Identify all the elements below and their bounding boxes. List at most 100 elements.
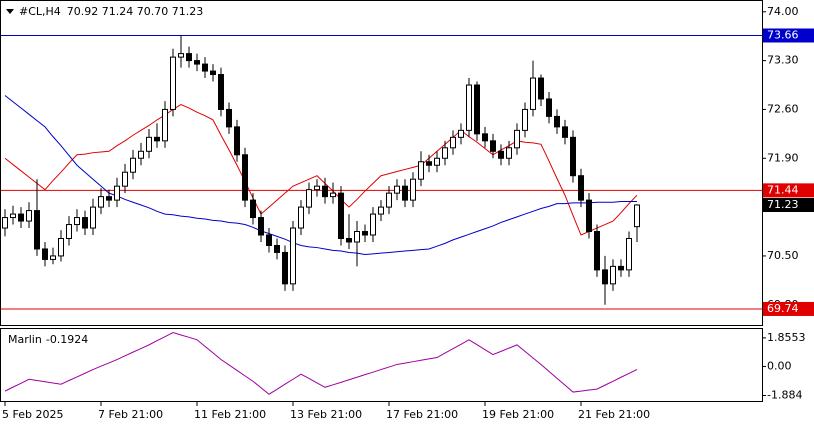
x-tick-label: 21 Feb 21:00 xyxy=(578,408,650,421)
candle-body xyxy=(354,231,360,243)
candle-body xyxy=(578,175,584,201)
candle-body xyxy=(258,217,264,236)
candle-body xyxy=(130,157,136,173)
candle-body xyxy=(146,136,152,152)
candle-body xyxy=(546,98,552,117)
indicator-panel xyxy=(0,328,763,402)
chart-header: #CL,H4 70.92 71.24 70.70 71.23 xyxy=(19,5,203,18)
candle-body xyxy=(362,231,368,236)
candle-body xyxy=(426,161,432,166)
last-price-label: 71.23 xyxy=(767,198,799,211)
candle-body xyxy=(314,185,320,191)
y-tick-label: 73.30 xyxy=(767,54,799,67)
candle-body xyxy=(634,204,640,228)
candle-body xyxy=(394,185,400,194)
y-tick-label: -1.884 xyxy=(767,389,802,402)
candle-body xyxy=(570,136,576,177)
candle-body xyxy=(274,244,280,253)
candle-body xyxy=(586,199,592,233)
main-panel xyxy=(0,0,763,326)
candle-body xyxy=(538,77,544,100)
candle-body xyxy=(418,161,424,180)
candle-body xyxy=(626,237,632,271)
candle-body xyxy=(202,63,208,72)
candle-body xyxy=(226,108,232,128)
y-tick-label: 70.50 xyxy=(767,249,799,262)
candle-body xyxy=(562,126,568,138)
candle-body xyxy=(98,196,104,208)
candle-body xyxy=(378,206,384,215)
candle-body xyxy=(186,53,192,62)
candle-body xyxy=(458,129,464,138)
candle-body xyxy=(410,178,416,201)
candle-body xyxy=(210,70,216,76)
candle-body xyxy=(306,189,312,208)
candle-body xyxy=(170,56,176,110)
x-tick-label: 13 Feb 21:00 xyxy=(290,408,362,421)
candle-body xyxy=(138,150,144,159)
candle-body xyxy=(194,60,200,65)
moving-average xyxy=(4,103,638,236)
candle-body xyxy=(618,265,624,271)
candle-body xyxy=(522,108,528,131)
candle-body xyxy=(338,192,344,239)
candle-body xyxy=(2,217,8,229)
candle-body xyxy=(106,196,112,201)
candle-body xyxy=(250,199,256,219)
level-box xyxy=(763,183,814,198)
candle-body xyxy=(346,237,352,243)
candle-body xyxy=(282,251,288,285)
candle-body xyxy=(402,185,408,201)
candle-body xyxy=(122,171,128,187)
candle-body xyxy=(442,147,448,159)
candle-body xyxy=(90,206,96,229)
y-tick-label: 72.60 xyxy=(767,102,799,115)
candle-body xyxy=(234,126,240,156)
level-label: 69.74 xyxy=(767,302,799,315)
level-label: 73.66 xyxy=(767,28,799,41)
candle-body xyxy=(178,53,184,58)
x-tick-label: 7 Feb 21:00 xyxy=(98,408,163,421)
candle-body xyxy=(266,234,272,246)
candle-body xyxy=(58,237,64,257)
candle-body xyxy=(50,255,56,260)
candle-body xyxy=(554,115,560,128)
candle-body xyxy=(506,147,512,159)
candle-body xyxy=(514,129,520,149)
level-box xyxy=(763,28,814,43)
candle-body xyxy=(530,77,536,110)
candle-body xyxy=(330,192,336,198)
candle-body xyxy=(82,217,88,229)
candle-body xyxy=(482,133,488,142)
candle-body xyxy=(66,224,72,239)
candle-body xyxy=(162,108,168,142)
candle-body xyxy=(18,213,24,222)
candle-body xyxy=(602,269,608,285)
candle-body xyxy=(242,154,248,201)
candle-body xyxy=(370,213,376,236)
indicator-value: -0.1924 xyxy=(46,333,88,346)
candle-body xyxy=(10,213,16,219)
symbol: #CL,H4 xyxy=(19,5,61,18)
candle-body xyxy=(34,210,40,250)
y-tick-label: 74.00 xyxy=(767,5,799,18)
last-price-box xyxy=(763,198,814,213)
indicator-line xyxy=(4,332,638,395)
candle-body xyxy=(154,136,160,142)
candle-body xyxy=(322,185,328,198)
candle-body xyxy=(386,192,392,208)
overlay-layer: #CL,H4 70.92 71.24 70.70 71.23 Marlin -0.1… xyxy=(6,5,814,346)
indicator-header: Marlin -0.1924 xyxy=(8,333,88,346)
candle-body xyxy=(466,84,472,131)
candle-body xyxy=(114,185,120,201)
x-tick-label: 5 Feb 2025 xyxy=(2,408,63,421)
candle-body xyxy=(594,231,600,271)
candle-body xyxy=(74,217,80,226)
menu-arrow[interactable] xyxy=(6,9,14,14)
y-tick-label: 71.90 xyxy=(767,151,799,164)
candle-body xyxy=(434,157,440,166)
x-tick-label: 11 Feb 21:00 xyxy=(194,408,266,421)
candle-body xyxy=(474,84,480,135)
candle-body xyxy=(610,265,616,285)
